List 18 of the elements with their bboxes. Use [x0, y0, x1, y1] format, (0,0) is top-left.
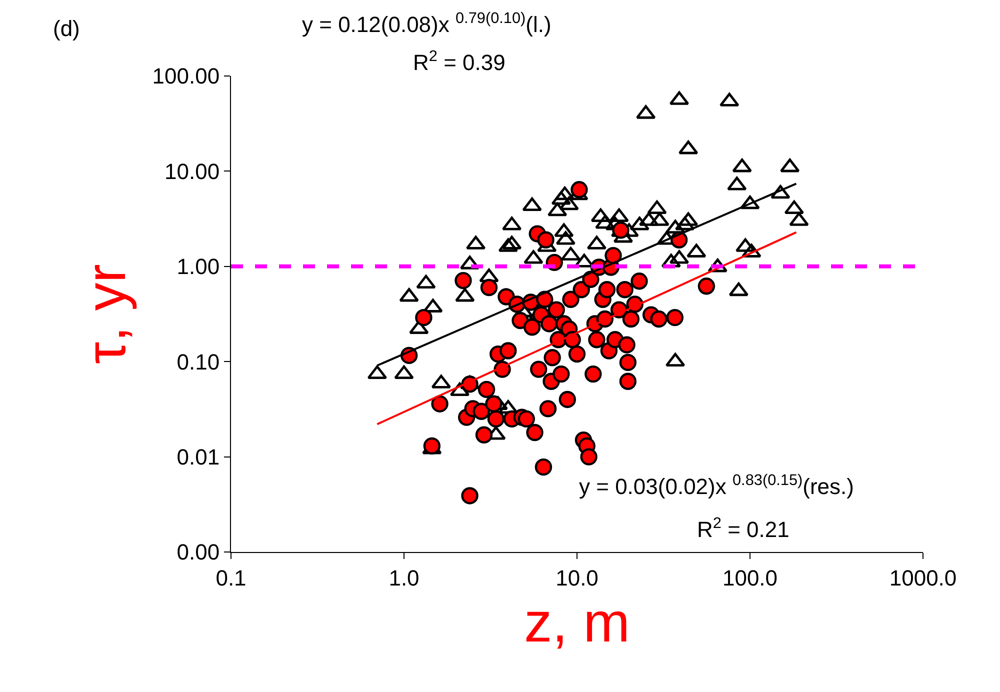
y-tick-label: 100.00	[152, 64, 220, 89]
annotation: R$^{2}$ = 0.21	[697, 515, 790, 542]
text: y = 0.12(0.08)x $^{0.79(0.10)}$(l.)	[302, 10, 552, 38]
y-tick-label: 10.00	[164, 158, 220, 184]
x-axis-title: z, m	[524, 590, 630, 654]
y-tick-label: 0.01	[176, 444, 220, 470]
x-tick-label: 100.0	[722, 565, 778, 590]
y-tick-label: 0.00	[176, 540, 220, 565]
x-tick-label: 1000.0	[889, 565, 957, 590]
y-axis-title: τ, yr	[74, 264, 138, 364]
text: R$^{2}$ = 0.39	[413, 48, 506, 76]
annotation: y = 0.03(0.02)x $^{0.83(0.15)}$(res.)	[579, 472, 854, 500]
x-tick-label: 0.1	[216, 565, 246, 590]
y-tick-label: 1.00	[176, 254, 220, 280]
x-tick-label: 10.0	[556, 565, 598, 590]
y-tick-label: 0.10	[176, 349, 220, 374]
x-tick-label: 1.0	[388, 565, 420, 590]
text: (d)	[53, 16, 80, 41]
